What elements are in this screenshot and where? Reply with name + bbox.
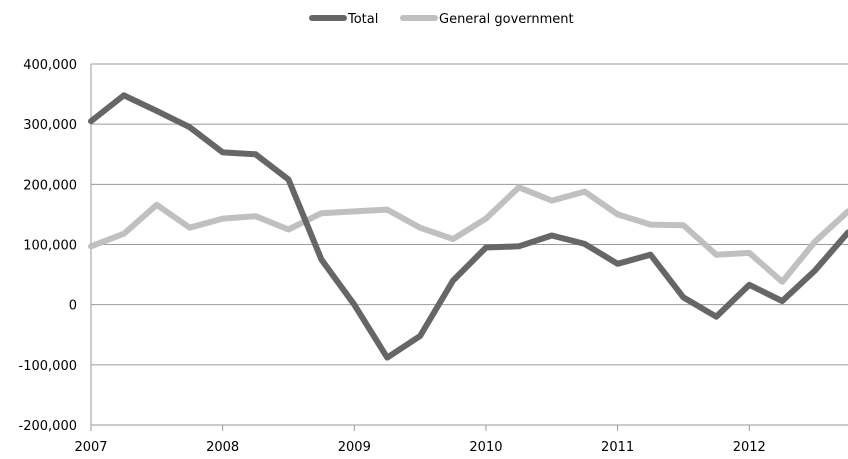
legend-general-government-label: General government [439,12,574,27]
x-tick-label: 2011 [601,440,634,455]
x-tick-label: 2012 [733,440,766,455]
y-tick-label: 200,000 [23,178,77,193]
gridlines [91,63,848,426]
legend: Total General government [309,12,574,27]
series-general-government-line [88,184,848,285]
y-axis-ticks: -200,000 -100,000 0 100,000 200,000 300,000 40… [19,58,77,434]
series-layer [88,92,848,361]
x-tick-label: 2009 [338,440,371,455]
y-tick-label: 300,000 [23,118,77,133]
y-tick-label: -100,000 [19,359,77,374]
legend-total-label: Total [347,12,378,27]
y-tick-label: 100,000 [23,239,77,254]
y-tick-label: -200,000 [19,419,77,434]
series-total-line [88,92,848,361]
x-tick-label: 2008 [206,440,239,455]
x-tick-label: 2010 [469,440,502,455]
x-tick-label: 2007 [74,440,107,455]
y-tick-label: 0 [69,299,77,314]
y-tick-label: 400,000 [23,58,77,73]
x-axis: 2007 2008 2009 2010 2011 2012 [74,64,766,455]
